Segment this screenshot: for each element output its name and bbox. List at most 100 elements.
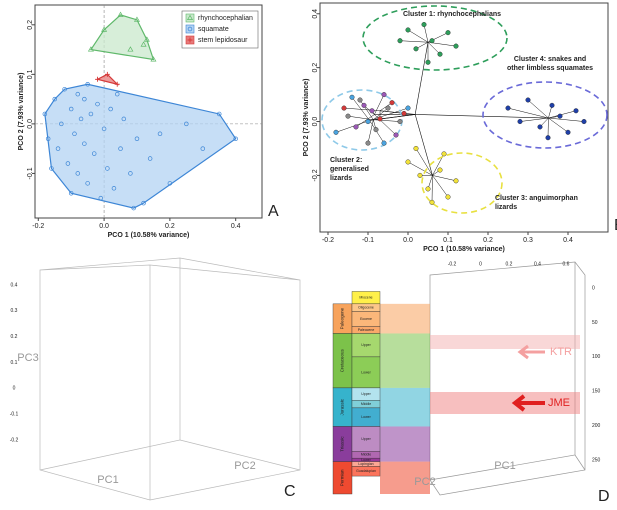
tree-branch (548, 117, 585, 122)
y-tick-label: 0.2 (312, 63, 319, 73)
x-tick-label: 0.6 (563, 261, 570, 267)
point (111, 186, 117, 191)
point (140, 41, 147, 47)
point (75, 171, 81, 176)
panel-letter: D (598, 488, 610, 505)
point (349, 94, 355, 100)
point (453, 178, 459, 184)
x-tick-label: 0.2 (506, 261, 513, 267)
period-label: Paleogene (340, 307, 345, 329)
epoch-label: Upper (361, 343, 371, 347)
point (49, 166, 54, 171)
tree-branch (527, 99, 549, 119)
period (332, 461, 353, 495)
point (134, 136, 140, 141)
point (545, 135, 551, 141)
panel-c-box (39, 257, 301, 501)
point (353, 124, 359, 130)
point (413, 46, 419, 52)
tree-branch (347, 115, 374, 120)
point (55, 146, 61, 151)
legend-label: rhynchocephalian (198, 15, 253, 22)
hull (89, 14, 155, 61)
point (72, 131, 77, 137)
point (121, 116, 127, 122)
point (141, 200, 146, 206)
x-tick-label: 0.4 (534, 261, 541, 267)
period-band (380, 461, 430, 494)
point (581, 119, 587, 125)
point (150, 56, 157, 62)
point (345, 113, 351, 119)
y-tick-label: 50 (592, 320, 598, 326)
point (114, 81, 120, 87)
tree-branch (407, 29, 429, 43)
legend-box (181, 10, 259, 49)
point (401, 110, 407, 116)
panel-a-frame (34, 4, 263, 219)
point (127, 46, 134, 52)
point (537, 124, 543, 130)
panel-letter: B (614, 217, 617, 234)
tree-branch (399, 40, 429, 43)
point (425, 59, 431, 65)
period-label: Permian (340, 469, 345, 486)
epoch-label: Lower (361, 458, 371, 462)
y-axis-label: PCO 2 (7.93% variance) (18, 73, 25, 151)
tree-branch (355, 114, 375, 128)
period-band (380, 387, 430, 427)
point (429, 199, 435, 205)
point (441, 151, 447, 157)
point (389, 100, 395, 106)
y-tick-label: 0.4 (312, 9, 319, 19)
x-tick-label: -0.1 (362, 237, 374, 244)
epoch-label: Middle (361, 402, 371, 406)
tree-branch (548, 110, 577, 119)
tree-branch (423, 24, 429, 43)
point (341, 105, 347, 111)
epoch (351, 426, 381, 452)
tree-branch (519, 117, 549, 122)
tree-branch (373, 119, 401, 122)
jme-arrow (511, 394, 545, 412)
point (333, 129, 339, 135)
point (59, 121, 64, 127)
point (101, 126, 107, 132)
axis-label: PC3 (17, 352, 38, 364)
point (108, 106, 113, 112)
y-tick-label: 0.0 (27, 119, 34, 129)
point (445, 30, 451, 36)
x-axis-label: PCO 1 (10.58% variance) (423, 246, 505, 253)
point (82, 141, 87, 146)
tree-branch (351, 97, 370, 121)
z-tick-label: 0.3 (11, 308, 18, 314)
tree-branch (407, 161, 433, 176)
period-label: Jurassic (340, 398, 345, 415)
point (437, 167, 443, 173)
y-axis-label: PCO 2 (7.93% variance) (303, 79, 310, 157)
point (565, 129, 571, 135)
point (425, 186, 431, 192)
axis-label: PC2 (414, 476, 435, 488)
point (381, 92, 387, 98)
point (45, 136, 51, 141)
hull (95, 73, 120, 86)
point (445, 194, 451, 200)
period-band (380, 333, 430, 388)
point (101, 26, 108, 32)
tree-branch (367, 119, 374, 144)
point (373, 127, 379, 133)
axis-label: PC2 (234, 460, 255, 472)
cluster-label: Cluster 2: (330, 157, 362, 164)
epoch-label: Lower (361, 415, 371, 419)
point (369, 108, 375, 114)
point (105, 166, 110, 171)
panel-letter: C (284, 483, 296, 500)
point (413, 145, 419, 151)
point (365, 119, 371, 125)
point (95, 101, 100, 107)
epoch (351, 466, 381, 477)
point (186, 14, 194, 20)
x-tick-label: 0.0 (403, 237, 413, 244)
point (453, 43, 459, 49)
